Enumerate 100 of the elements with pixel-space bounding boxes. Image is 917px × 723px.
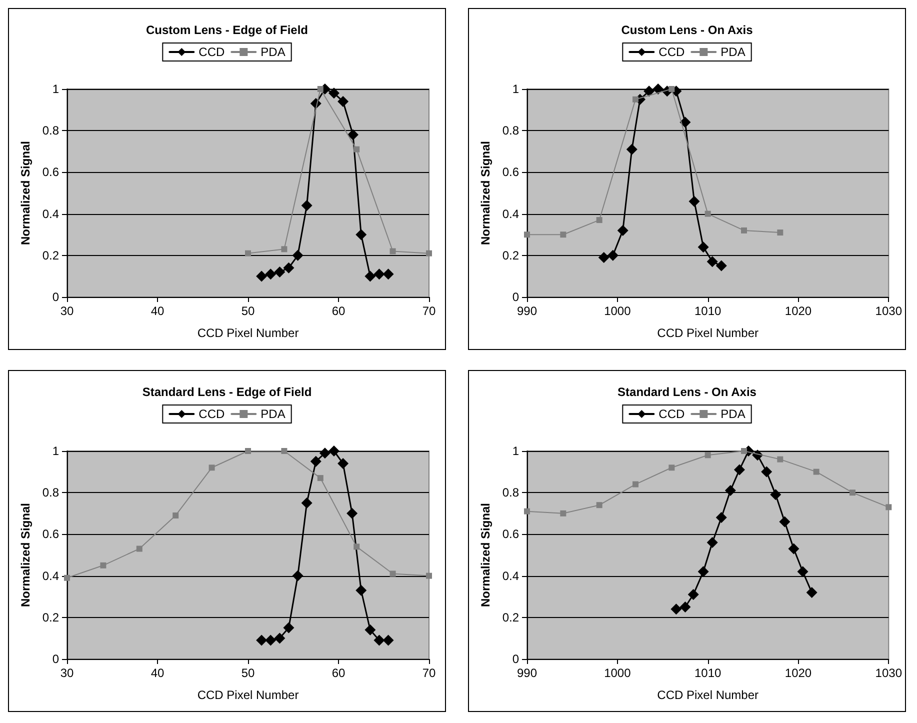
point <box>354 146 360 152</box>
point <box>317 86 324 92</box>
point <box>886 504 892 510</box>
y-tick-label: 1 <box>512 444 520 458</box>
y-tick-label: 0.2 <box>502 610 520 624</box>
x-tick-label: 70 <box>422 666 436 680</box>
point <box>136 546 142 552</box>
y-tick-label: 0.2 <box>502 248 520 262</box>
point <box>354 544 360 550</box>
point <box>301 200 312 211</box>
point <box>301 498 312 508</box>
x-tick-label: 1020 <box>784 666 812 680</box>
point <box>724 485 736 496</box>
point <box>560 510 566 516</box>
x-tick-label: 1000 <box>604 304 632 318</box>
y-tick-label: 0 <box>512 652 520 666</box>
point <box>716 512 727 524</box>
x-tick-label: 60 <box>332 666 346 680</box>
point <box>364 270 376 282</box>
point <box>596 502 602 508</box>
point <box>668 464 675 471</box>
point <box>256 634 268 646</box>
legend-label: PDA <box>720 407 746 421</box>
point <box>698 566 709 578</box>
point <box>668 86 675 92</box>
point <box>698 242 709 253</box>
chart-title: Custom Lens - Edge of Field <box>146 23 308 37</box>
x-axis-title: CCD Pixel Number <box>197 688 299 702</box>
point <box>172 512 179 518</box>
point <box>704 210 711 217</box>
point <box>426 250 432 256</box>
y-axis-title: Normalized Signal <box>18 140 32 246</box>
point <box>292 250 304 261</box>
legend-label: PDA <box>260 407 286 421</box>
point <box>328 446 340 456</box>
point <box>632 96 638 102</box>
legend-label: CCD <box>658 45 685 59</box>
point <box>319 448 330 459</box>
point <box>328 88 340 99</box>
point <box>779 516 790 528</box>
point <box>374 634 385 646</box>
point <box>734 464 745 476</box>
legend-label: PDA <box>260 45 286 59</box>
y-tick-label: 0.4 <box>502 568 520 583</box>
x-tick-label: 50 <box>241 666 255 680</box>
point <box>617 224 628 236</box>
point <box>849 490 856 496</box>
point <box>704 452 711 458</box>
legend-label: CCD <box>198 45 225 59</box>
legend-label: PDA <box>720 45 746 59</box>
point <box>706 256 718 268</box>
chart-title: Standard Lens - On Axis <box>618 385 757 399</box>
point <box>777 230 784 236</box>
y-tick-label: 0.2 <box>42 610 60 624</box>
point <box>310 456 322 467</box>
x-tick-label: 1010 <box>694 304 722 318</box>
point <box>426 572 432 579</box>
point <box>100 562 106 568</box>
point <box>245 448 251 454</box>
chart-title: Custom Lens - On Axis <box>621 23 754 37</box>
point <box>283 262 294 274</box>
y-tick-label: 1 <box>52 444 60 458</box>
point <box>716 260 727 272</box>
point <box>777 456 784 462</box>
point <box>688 589 699 600</box>
point <box>688 196 700 207</box>
x-tick-label: 1000 <box>604 666 632 680</box>
y-tick-label: 0 <box>52 652 60 666</box>
x-tick-label: 990 <box>516 666 538 680</box>
point <box>652 84 664 94</box>
point <box>770 489 782 500</box>
x-tick-label: 30 <box>60 666 74 680</box>
point <box>265 268 276 280</box>
point <box>706 537 718 548</box>
x-tick-label: 1010 <box>694 666 722 680</box>
x-tick-label: 60 <box>332 304 346 318</box>
chart-title: Standard Lens - Edge of Field <box>142 385 312 399</box>
point <box>644 86 655 97</box>
point <box>208 464 215 471</box>
point <box>292 570 304 582</box>
y-tick-label: 0.6 <box>502 527 520 542</box>
point <box>245 250 251 256</box>
x-axis-title: CCD Pixel Number <box>197 326 299 340</box>
y-tick-label: 0.4 <box>42 206 60 221</box>
point <box>356 229 367 240</box>
point <box>346 508 358 519</box>
point <box>632 481 638 488</box>
point <box>256 270 268 282</box>
point <box>524 232 530 238</box>
point <box>390 570 396 577</box>
point <box>390 248 396 254</box>
point <box>356 584 367 596</box>
point <box>265 634 276 646</box>
point <box>670 604 682 615</box>
y-tick-label: 0.8 <box>502 124 520 138</box>
point <box>607 250 618 261</box>
point <box>347 129 358 140</box>
point <box>338 96 349 107</box>
point <box>806 586 818 598</box>
point <box>274 632 286 644</box>
